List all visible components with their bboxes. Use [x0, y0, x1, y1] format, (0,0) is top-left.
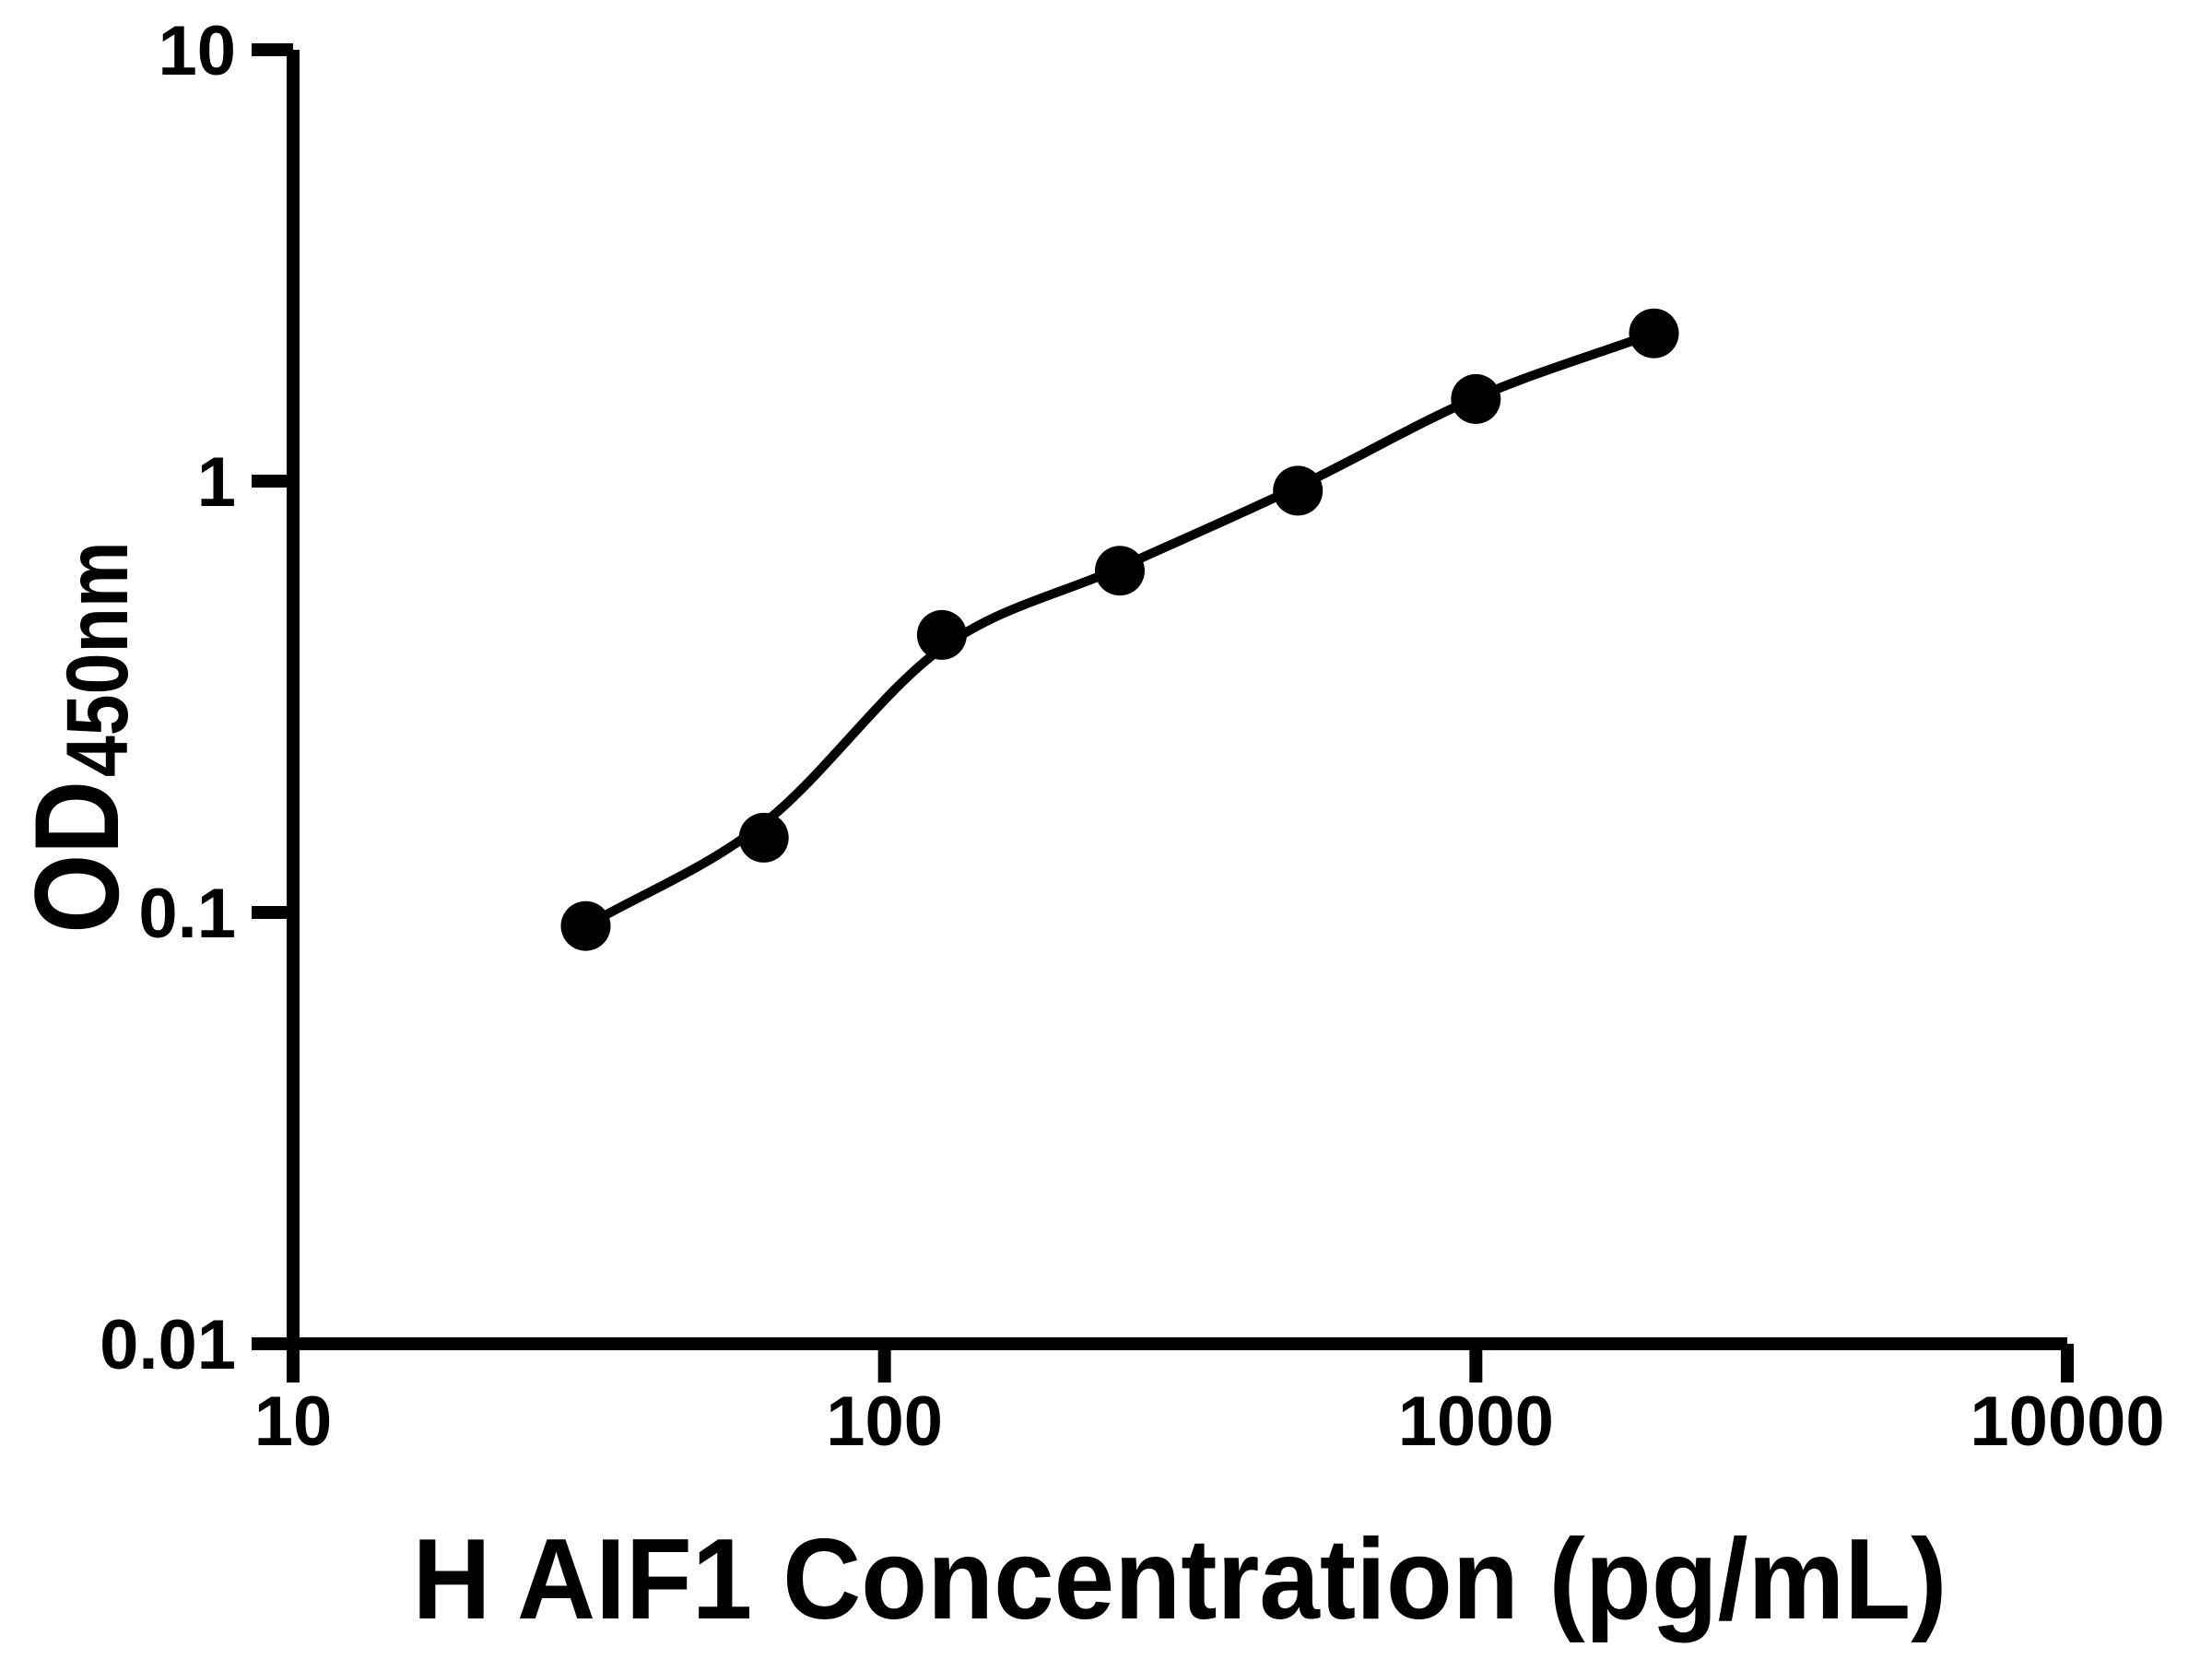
x-tick-label: 1000 — [1398, 1382, 1554, 1461]
x-axis-title: H AIF1 Concentration (pg/mL) — [413, 1516, 1947, 1643]
data-point — [916, 609, 967, 660]
data-point — [1273, 465, 1324, 516]
data-point — [1629, 308, 1679, 359]
plot-area: 10 100 1000 10000 10 1 0.1 0.01 — [100, 12, 2165, 1461]
data-point — [1451, 373, 1501, 424]
y-axis-title-text: OD 450nm — [10, 541, 147, 933]
y-tick-label: 0.1 — [138, 875, 236, 953]
x-tick-label: 100 — [826, 1382, 943, 1461]
data-point — [560, 900, 611, 951]
data-point — [1095, 546, 1145, 596]
y-tick-label: 10 — [158, 12, 236, 90]
data-point — [738, 812, 789, 863]
y-tick-label: 1 — [197, 443, 236, 522]
y-axis-title-subscript: 450nm — [48, 541, 147, 777]
y-axis-title-main: OD — [10, 781, 144, 934]
x-tick-label: 10 — [254, 1382, 333, 1461]
y-axis-title: OD 450nm — [10, 541, 147, 933]
y-tick-label: 0.01 — [100, 1306, 236, 1384]
x-tick-label: 10000 — [1970, 1382, 2164, 1461]
